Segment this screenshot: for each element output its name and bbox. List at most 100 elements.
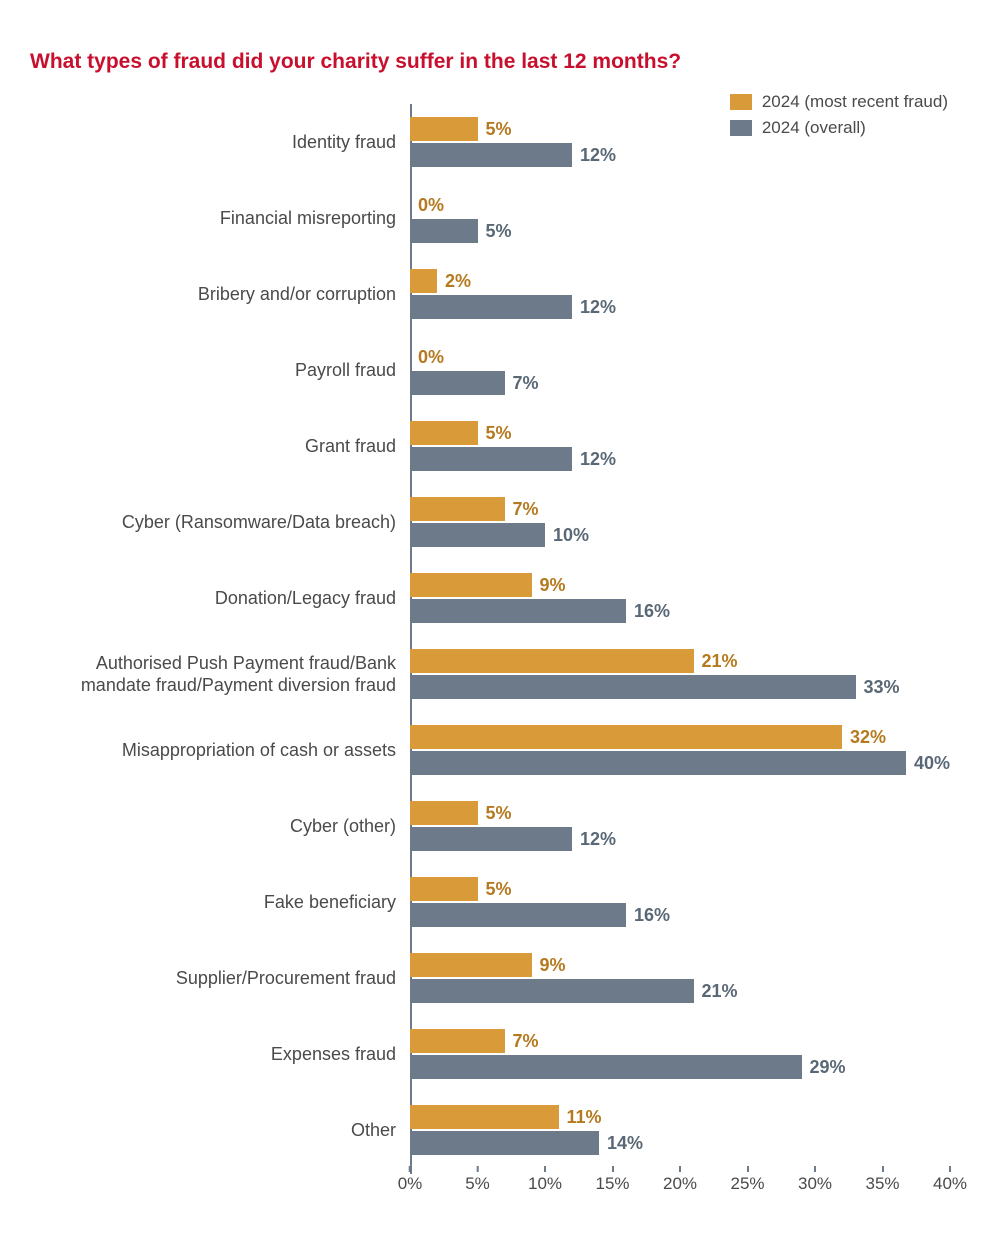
bar-overall: 29%: [410, 1055, 950, 1079]
bar-value: 12%: [580, 145, 616, 166]
bar-overall: 12%: [410, 143, 950, 167]
category-label: Donation/Legacy fraud: [36, 587, 396, 610]
x-tick-label: 10%: [528, 1174, 562, 1193]
bar-fill: [410, 1029, 505, 1053]
bar-value: 0%: [418, 195, 444, 216]
bar-fill: [410, 599, 626, 623]
x-tick: 0%: [398, 1174, 423, 1194]
bar-recent: 21%: [410, 649, 950, 673]
chart-title: What types of fraud did your charity suf…: [30, 50, 958, 74]
bar-row: Other11%14%: [410, 1092, 950, 1168]
bar-pair: 32%40%: [410, 723, 950, 777]
bar-pair: 9%16%: [410, 571, 950, 625]
bar-fill: [410, 649, 694, 673]
bar-fill: [410, 219, 478, 243]
bar-fill: [410, 295, 572, 319]
bar-fill: [410, 1055, 802, 1079]
bar-overall: 16%: [410, 903, 950, 927]
x-tick: 40%: [933, 1174, 967, 1194]
bar-row: Expenses fraud7%29%: [410, 1016, 950, 1092]
bar-fill: [410, 725, 842, 749]
bar-overall: 21%: [410, 979, 950, 1003]
bars-region: Identity fraud5%12%Financial misreportin…: [410, 104, 950, 1168]
bar-row: Misappropriation of cash or assets32%40%: [410, 712, 950, 788]
bar-row: Identity fraud5%12%: [410, 104, 950, 180]
bar-pair: 11%14%: [410, 1103, 950, 1157]
bar-recent: 0%: [410, 345, 950, 369]
bar-value: 11%: [567, 1107, 602, 1128]
x-tick-label: 15%: [595, 1174, 629, 1193]
bar-fill: [410, 117, 478, 141]
x-tick: 20%: [663, 1174, 697, 1194]
bar-fill: [410, 1131, 599, 1155]
x-tick-mark: [747, 1166, 749, 1172]
x-tick-mark: [949, 1166, 951, 1172]
fraud-types-chart: What types of fraud did your charity suf…: [0, 0, 988, 1244]
bar-value: 5%: [486, 879, 512, 900]
bar-row: Authorised Push Payment fraud/Bank manda…: [410, 636, 950, 712]
bar-value: 5%: [486, 423, 512, 444]
bar-recent: 5%: [410, 801, 950, 825]
bar-value: 5%: [486, 119, 512, 140]
bar-fill: [410, 1105, 559, 1129]
bar-value: 29%: [810, 1057, 846, 1078]
bar-value: 14%: [607, 1133, 643, 1154]
bar-fill: [410, 979, 694, 1003]
bar-recent: 11%: [410, 1105, 950, 1129]
category-label: Grant fraud: [36, 435, 396, 458]
x-tick-mark: [544, 1166, 546, 1172]
bar-pair: 5% 12%: [410, 115, 950, 169]
x-tick: 35%: [865, 1174, 899, 1194]
x-tick-mark: [612, 1166, 614, 1172]
category-label: Financial misreporting: [36, 207, 396, 230]
bar-fill: [410, 801, 478, 825]
bar-recent: 9%: [410, 953, 950, 977]
bar-fill: [410, 877, 478, 901]
x-axis: 0%5%10%15%20%25%30%35%40%: [410, 1174, 950, 1214]
bar-value: 5%: [486, 803, 512, 824]
bar-fill: [410, 371, 505, 395]
x-tick: 5%: [465, 1174, 490, 1194]
bar-row: Cyber (Ransomware/Data breach)7%10%: [410, 484, 950, 560]
bar-fill: [410, 953, 532, 977]
x-tick-mark: [882, 1166, 884, 1172]
x-tick-mark: [679, 1166, 681, 1172]
bar-value: 21%: [702, 651, 738, 672]
bar-value: 7%: [513, 373, 539, 394]
bar-value: 7%: [513, 1031, 539, 1052]
bar-fill: [410, 675, 856, 699]
bar-fill: [410, 421, 478, 445]
bar-overall: 33%: [410, 675, 950, 699]
bar-value: 2%: [445, 271, 471, 292]
bar-value: 12%: [580, 449, 616, 470]
bar-recent: 7%: [410, 497, 950, 521]
x-tick-mark: [814, 1166, 816, 1172]
x-tick: 15%: [595, 1174, 629, 1194]
bar-pair: 9%21%: [410, 951, 950, 1005]
bar-recent: 0%: [410, 193, 950, 217]
bar-overall: 12%: [410, 447, 950, 471]
bar-fill: [410, 497, 505, 521]
x-tick-mark: [476, 1166, 478, 1172]
category-label: Cyber (other): [36, 815, 396, 838]
bar-recent: 9%: [410, 573, 950, 597]
bar-row: Fake beneficiary5%16%: [410, 864, 950, 940]
category-label: Expenses fraud: [36, 1043, 396, 1066]
bar-value: 40%: [914, 753, 950, 774]
bar-value: 16%: [634, 905, 670, 926]
category-label: Supplier/Procurement fraud: [36, 967, 396, 990]
bar-row: Payroll fraud0%7%: [410, 332, 950, 408]
bar-value: 0%: [418, 347, 444, 368]
category-label: Authorised Push Payment fraud/Bank manda…: [36, 652, 396, 697]
x-tick: 10%: [528, 1174, 562, 1194]
bar-value: 12%: [580, 297, 616, 318]
x-tick-label: 5%: [465, 1174, 490, 1193]
bar-value: 9%: [540, 955, 566, 976]
bar-pair: 0%5%: [410, 191, 950, 245]
bar-pair: 2% 12%: [410, 267, 950, 321]
category-label: Identity fraud: [36, 131, 396, 154]
bar-value: 12%: [580, 829, 616, 850]
bar-fill: [410, 523, 545, 547]
bar-recent: 7%: [410, 1029, 950, 1053]
category-label: Misappropriation of cash or assets: [36, 739, 396, 762]
